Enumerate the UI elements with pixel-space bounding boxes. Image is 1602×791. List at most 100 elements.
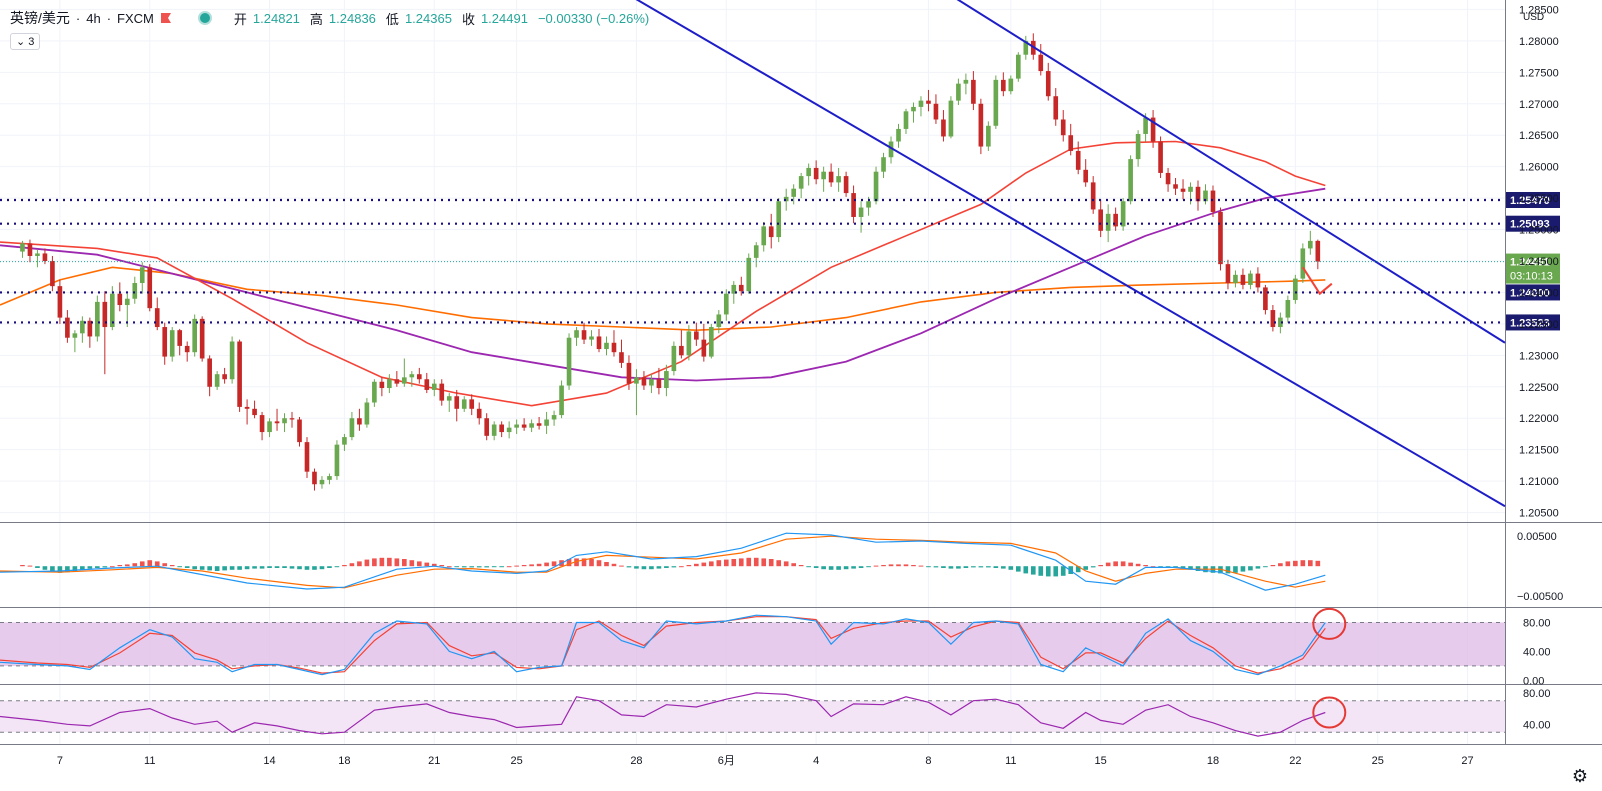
candle — [738, 284, 744, 292]
candle — [858, 207, 864, 217]
macd-histogram-bar — [1270, 565, 1276, 567]
candle — [843, 176, 849, 194]
candle — [761, 226, 767, 246]
candle — [566, 337, 572, 386]
chevron-down-icon: ⌄ — [16, 36, 26, 48]
candle — [1113, 213, 1118, 227]
candle — [971, 79, 976, 104]
macd-histogram-bar — [813, 566, 819, 568]
macd-histogram-bar — [911, 565, 916, 567]
candle — [1233, 274, 1238, 284]
macd-histogram-bar — [544, 562, 549, 567]
gear-icon[interactable]: ⚙ — [1571, 766, 1588, 786]
macd-histogram-bar — [529, 564, 534, 567]
candle — [439, 383, 445, 401]
source-label: FXCM — [117, 10, 154, 26]
market-status-icon — [197, 11, 212, 25]
candle — [394, 379, 400, 384]
time-axis-tick: 25 — [1372, 755, 1384, 767]
macd-histogram-bar — [424, 562, 430, 567]
macd-histogram-bar — [738, 558, 744, 567]
symbol-title[interactable]: 英镑/美元 — [10, 10, 70, 26]
candle — [521, 424, 527, 428]
macd-histogram-bar — [514, 565, 519, 567]
macd-histogram-bar — [1045, 566, 1051, 577]
macd-histogram-bar — [132, 563, 138, 567]
price-axis-tick: 1.22500 — [1519, 382, 1559, 394]
macd-histogram-bar — [431, 563, 437, 567]
price-axis-tick: 1.21500 — [1519, 445, 1559, 457]
macd-histogram-bar — [177, 566, 183, 568]
candle — [611, 342, 617, 353]
time-axis-tick: 22 — [1289, 755, 1301, 767]
candle — [1270, 310, 1276, 328]
macd-histogram-bar — [536, 563, 542, 567]
candle — [102, 301, 108, 328]
candle — [42, 253, 48, 261]
trend-line-lower — [635, 0, 1506, 508]
macd-line — [0, 532, 1326, 591]
candle — [686, 331, 692, 356]
ohlc-low-key: 低 — [385, 11, 399, 27]
bar-countdown-label: 03:10:13 — [1510, 271, 1553, 283]
macd-histogram-bar — [746, 557, 752, 567]
candle — [1195, 186, 1201, 202]
macd-histogram-bar — [888, 564, 894, 567]
ohlc-open-key: 开 — [233, 11, 247, 27]
macd-histogram-bar — [357, 561, 362, 567]
interval-label[interactable]: 4h — [86, 10, 101, 26]
candle — [35, 253, 40, 256]
macd-histogram-bar — [57, 566, 63, 573]
macd-histogram-bar — [581, 558, 587, 567]
price-axis-tick: 1.23500 — [1519, 319, 1559, 331]
macd-histogram-bar — [402, 559, 407, 567]
candle — [87, 320, 93, 337]
price-axis-tick: 1.26500 — [1519, 130, 1559, 142]
macd-histogram-bar — [686, 565, 692, 567]
candle — [1038, 54, 1044, 72]
candle — [596, 336, 602, 350]
macd-histogram-bar — [1315, 560, 1321, 567]
macd-histogram-bar — [1240, 566, 1246, 572]
study-count-toggle[interactable]: ⌄ 3 — [10, 33, 41, 50]
candle — [559, 385, 564, 416]
macd-histogram-bar — [881, 565, 886, 567]
macd-axis-tick: −0.00500 — [1517, 591, 1563, 603]
macd-histogram-bar — [304, 566, 310, 570]
macd-histogram-bar — [394, 558, 400, 567]
candle — [132, 283, 138, 299]
candle — [1053, 96, 1059, 120]
candle — [506, 427, 512, 433]
macd-histogram-bar — [1300, 560, 1306, 567]
macd-histogram-bar — [379, 557, 385, 567]
macd-histogram-bar — [611, 563, 617, 567]
candle — [1165, 172, 1171, 185]
ohlc-low-value: 1.24365 — [404, 10, 452, 26]
candle — [1240, 274, 1246, 285]
candle — [50, 261, 55, 287]
flag-icon[interactable] — [160, 12, 172, 24]
macd-histogram-bar — [169, 565, 175, 567]
macd-histogram-bar — [1083, 566, 1089, 570]
macd-histogram-bar — [1060, 566, 1066, 576]
candle — [694, 331, 699, 340]
price-axis-tick: 1.25000 — [1519, 225, 1559, 237]
time-axis-tick: 8 — [925, 755, 931, 767]
candle — [649, 379, 654, 386]
macd-histogram-bar — [798, 565, 804, 567]
macd-histogram-bar — [1150, 566, 1156, 568]
candle — [514, 424, 519, 428]
ma-purple-line — [0, 187, 1326, 382]
macd-histogram-bar — [866, 566, 871, 568]
candle — [469, 399, 475, 409]
price-axis-tick: 1.26000 — [1519, 162, 1559, 174]
macd-histogram-bar — [162, 563, 168, 567]
macd-histogram-bar — [139, 561, 145, 567]
legend: 英镑/美元 · 4h · FXCM 开 1.24821 高 1.24836 低 1.2… — [10, 8, 653, 28]
candle — [1308, 240, 1313, 249]
candle — [776, 201, 782, 238]
candle — [791, 188, 797, 197]
candle — [813, 167, 819, 180]
time-axis-tick: 11 — [1005, 755, 1016, 767]
